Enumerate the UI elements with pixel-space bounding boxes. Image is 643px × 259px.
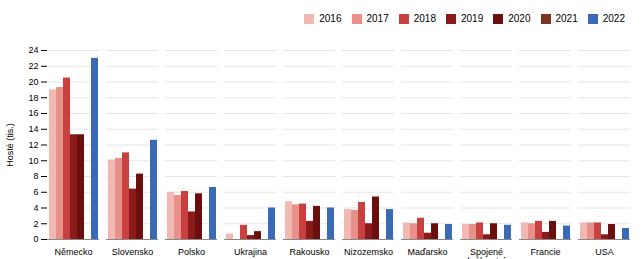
html-text:2018: 2018 xyxy=(413,13,436,24)
svg-text:12: 12 xyxy=(28,140,38,150)
svg-text:24: 24 xyxy=(28,45,38,55)
svg-text:4: 4 xyxy=(33,203,38,213)
html-text:2022: 2022 xyxy=(602,13,625,24)
svg-text:10: 10 xyxy=(28,156,38,166)
svg-text:Hosté (tis.): Hosté (tis.) xyxy=(5,123,15,167)
svg-text:18: 18 xyxy=(28,93,38,103)
svg-text:Německo: Německo xyxy=(54,247,92,257)
html-text:2016: 2016 xyxy=(319,13,342,24)
svg-text:Maďarsko: Maďarsko xyxy=(407,247,447,257)
svg-text:8: 8 xyxy=(33,171,38,181)
svg-text:Rakousko: Rakousko xyxy=(289,247,329,257)
svg-text:Spojenékrálovství: Spojenékrálovství xyxy=(467,247,506,259)
html-text:2021: 2021 xyxy=(555,13,578,24)
svg-text:0: 0 xyxy=(33,234,38,244)
svg-text:14: 14 xyxy=(28,124,38,134)
svg-text:2: 2 xyxy=(33,219,38,229)
html-text:2017: 2017 xyxy=(366,13,389,24)
svg-text:Nizozemsko: Nizozemsko xyxy=(344,247,393,257)
svg-text:16: 16 xyxy=(28,108,38,118)
svg-text:Ukrajina: Ukrajina xyxy=(234,247,267,257)
html-text:2020: 2020 xyxy=(508,13,531,24)
svg-text:USA: USA xyxy=(595,247,614,257)
html-text:2019: 2019 xyxy=(461,13,484,24)
svg-text:Polsko: Polsko xyxy=(178,247,205,257)
svg-text:20: 20 xyxy=(28,77,38,87)
svg-text:Francie: Francie xyxy=(530,247,560,257)
svg-text:22: 22 xyxy=(28,61,38,71)
svg-text:Slovensko: Slovensko xyxy=(112,247,154,257)
svg-text:6: 6 xyxy=(33,187,38,197)
